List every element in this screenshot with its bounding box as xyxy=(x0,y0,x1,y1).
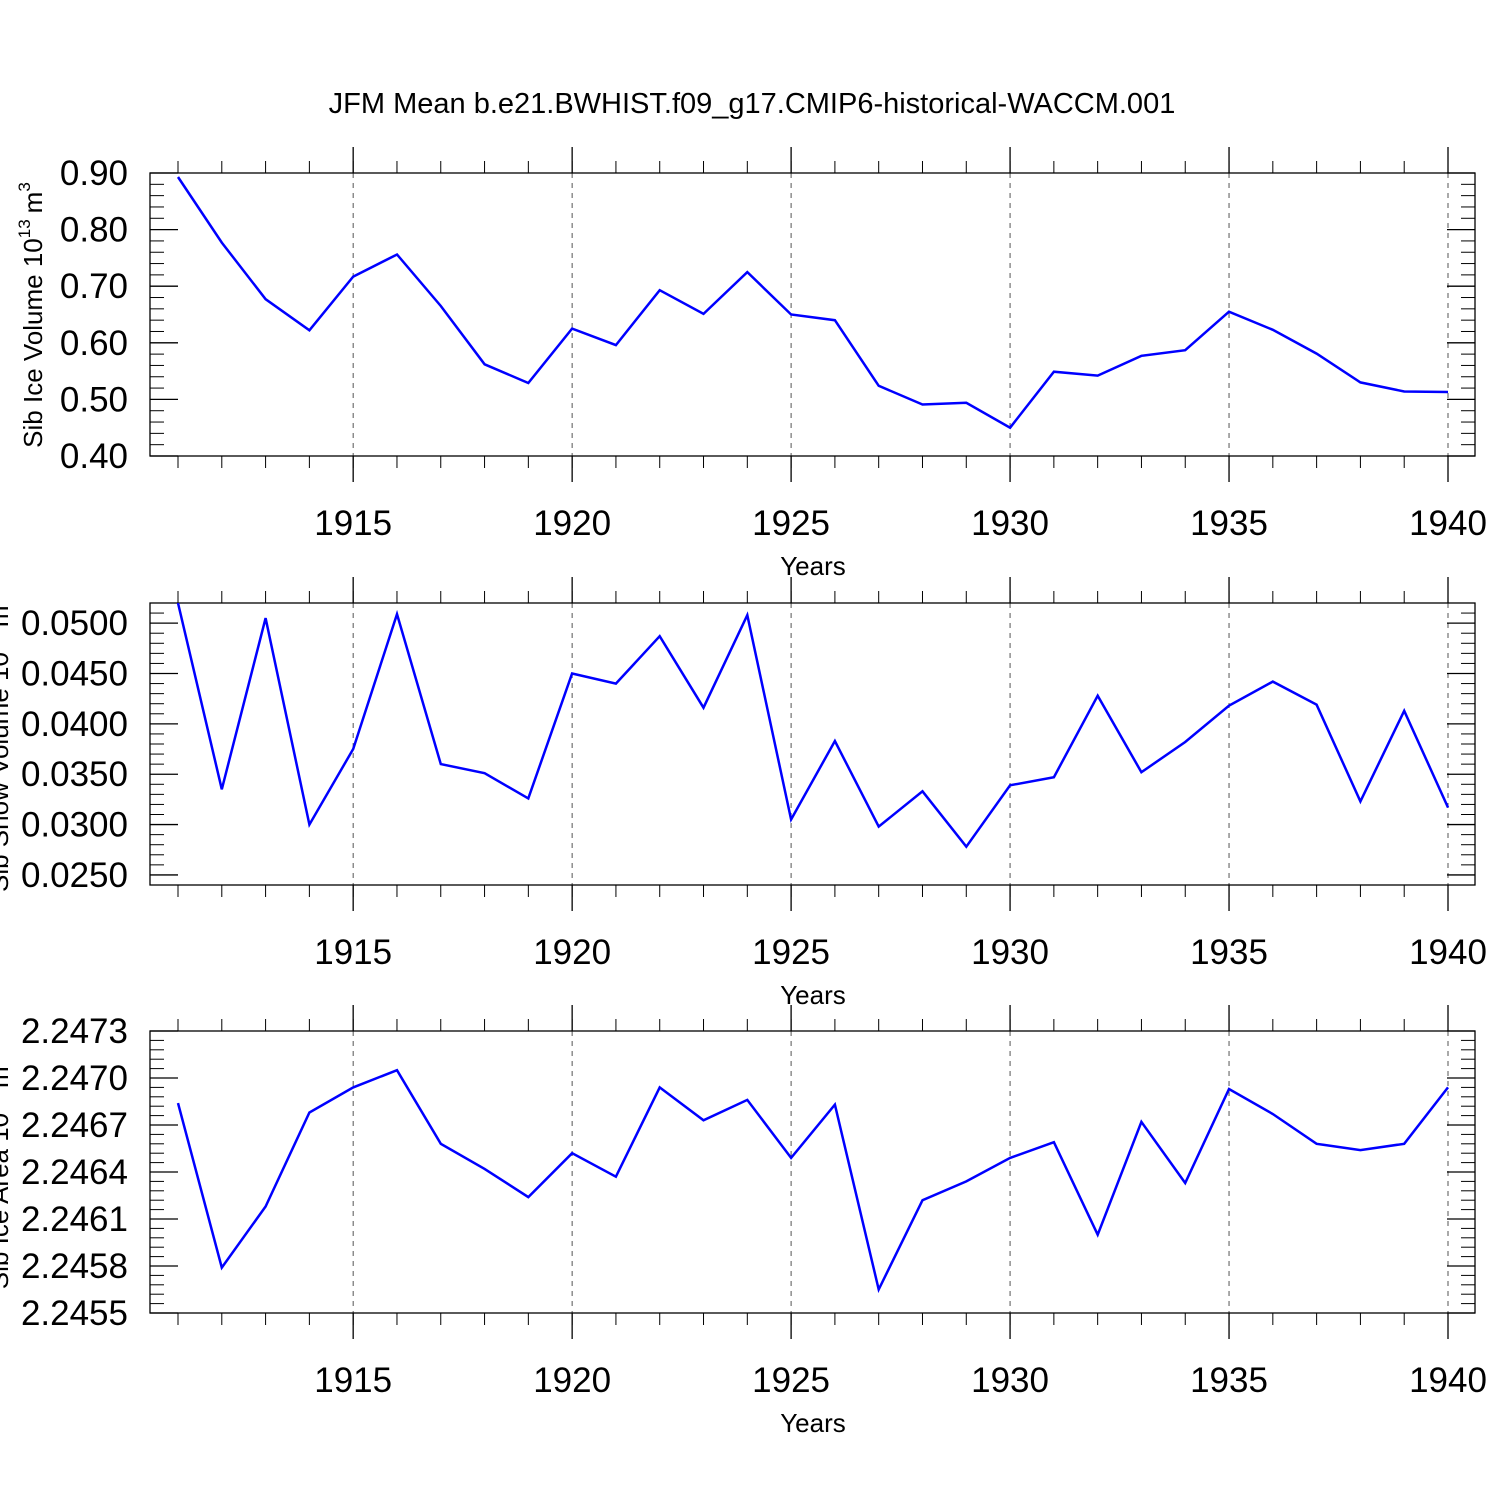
y-tick-label: 2.2455 xyxy=(21,1294,128,1333)
y-tick-label: 0.0250 xyxy=(21,856,128,895)
y-tick-label: 2.2464 xyxy=(21,1153,128,1192)
y-tick-label: 0.0450 xyxy=(21,655,128,694)
x-tick-label: 1940 xyxy=(1409,1361,1487,1400)
y-tick-label: 0.0500 xyxy=(21,604,128,643)
y-axis-title-1: Sib Ice Volume 1013 m3 xyxy=(15,182,48,448)
x-tick-label: 1935 xyxy=(1190,933,1268,972)
x-tick-label: 1925 xyxy=(752,504,830,543)
x-tick-label: 1925 xyxy=(752,933,830,972)
series-line-3 xyxy=(176,1068,1449,1294)
y-axis-title-3-unit: m xyxy=(0,1066,14,1088)
y-tick-label: 2.2467 xyxy=(21,1106,128,1145)
x-tick-label: 1915 xyxy=(314,933,392,972)
y-axis-title-1-text: Sib Ice Volume 10 xyxy=(18,238,48,448)
x-tick-label: 1920 xyxy=(533,933,611,972)
x-tick-label: 1940 xyxy=(1409,504,1487,543)
plot-layer-3: 1915 1920 1925 1930 1935 1940 2.2455 2.2458 2.24… xyxy=(21,1005,1487,1400)
y-tick-label: 0.40 xyxy=(60,437,128,476)
y-tick-label: 0.70 xyxy=(60,267,128,306)
x-tick-label: 1935 xyxy=(1190,1361,1268,1400)
y-tick-label: 0.80 xyxy=(60,211,128,250)
y-tick-label: 0.0300 xyxy=(21,806,128,845)
x-tick-label: 1925 xyxy=(752,1361,830,1400)
y-tick-label: 2.2470 xyxy=(21,1059,128,1098)
x-tick-label: 1920 xyxy=(533,504,611,543)
y-tick-label: 0.60 xyxy=(60,324,128,363)
y-tick-label: 0.90 xyxy=(60,154,128,193)
x-tick-label: 1940 xyxy=(1409,933,1487,972)
x-tick-label: 1930 xyxy=(971,1361,1049,1400)
y-axis-title-2-text: Sib Snow Volume 10 xyxy=(0,652,14,892)
y-axis-title-3-text: Sib Ice Area 10 xyxy=(0,1113,14,1289)
x-tick-label: 1920 xyxy=(533,1361,611,1400)
x-axis-title-1: Years xyxy=(780,551,846,581)
x-tick-label: 1915 xyxy=(314,1361,392,1400)
y-axis-title-1-exponent: 13 xyxy=(15,219,34,238)
y-axis-title-1-unit-exponent: 3 xyxy=(15,182,34,191)
y-tick-label: 2.2473 xyxy=(21,1012,128,1051)
x-tick-label: 1930 xyxy=(971,933,1049,972)
series-line-2 xyxy=(176,602,1450,849)
y-tick-label: 2.2461 xyxy=(21,1200,128,1239)
plot-layer-1: 1915 1920 1925 1930 1935 1940 0.40 0.50 0.60 0.70… xyxy=(60,147,1487,543)
y-tick-label: 0.0400 xyxy=(21,705,128,744)
x-tick-label: 1915 xyxy=(314,504,392,543)
plot-layer-2: 1915 1920 1925 1930 1935 1940 0.0250 0.0300 0.03… xyxy=(21,577,1487,972)
panel-ice-volume: 1915 1920 1925 1930 1935 1940 0.40 0.50 0.60 0.70… xyxy=(15,147,1487,581)
y-axis-title-3: Sib Ice Area 1012m2 xyxy=(0,1057,14,1289)
x-tick-label: 1930 xyxy=(971,504,1049,543)
y-axis-title-2: Sib Snow Volume 1013m3 xyxy=(0,596,14,892)
plot-frame-1 xyxy=(149,172,1476,457)
x-axis-title-3: Years xyxy=(780,1408,846,1438)
y-axis-title-2-unit: m xyxy=(0,605,14,627)
y-tick-label: 2.2458 xyxy=(21,1247,128,1286)
chart-title: JFM Mean b.e21.BWHIST.f09_g17.CMIP6-hist… xyxy=(329,88,1176,120)
y-tick-label: 0.50 xyxy=(60,380,128,419)
x-axis-title-2: Years xyxy=(780,980,846,1010)
y-tick-label: 0.0350 xyxy=(21,755,128,794)
y-axis-title-1-unit: m xyxy=(18,192,48,214)
x-tick-label: 1935 xyxy=(1190,504,1268,543)
series-line-1 xyxy=(176,176,1449,430)
panel-ice-area: 1915 1920 1925 1930 1935 1940 2.2455 2.2458 2.24… xyxy=(0,1005,1487,1438)
panel-snow-volume: 1915 1920 1925 1930 1935 1940 0.0250 0.0300 0.03… xyxy=(0,577,1487,1010)
